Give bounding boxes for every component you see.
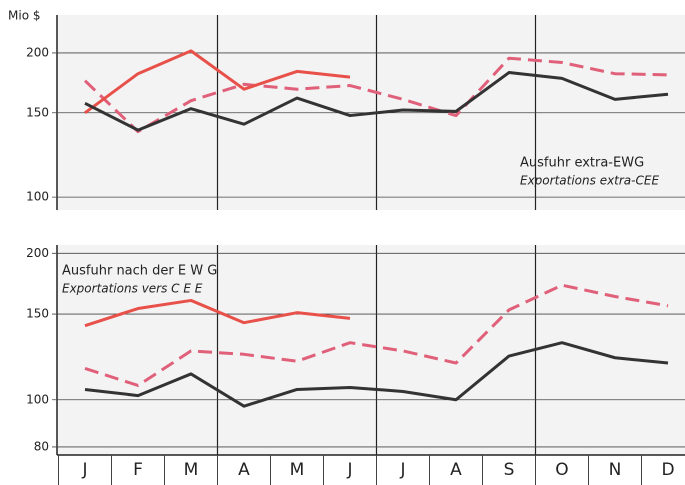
annotation: Exportations vers C E E bbox=[62, 282, 203, 296]
bottom-plot-area bbox=[57, 245, 685, 455]
y-axis-label: Mio $ bbox=[8, 9, 40, 23]
x-tick-label: J bbox=[81, 460, 87, 480]
x-tick-label: M bbox=[184, 460, 199, 480]
series-line bbox=[84, 71, 669, 132]
x-tick-label: O bbox=[555, 460, 568, 480]
x-tick-label: N bbox=[609, 460, 622, 480]
series-line bbox=[84, 283, 669, 387]
y-tick-label: 200 bbox=[26, 45, 49, 59]
x-tick-label: J bbox=[346, 460, 352, 480]
y-tick-label: 100 bbox=[26, 392, 49, 406]
x-tick-label: J bbox=[399, 460, 405, 480]
x-tick-label: S bbox=[504, 460, 515, 480]
annotation: Exportations extra-CEE bbox=[520, 174, 659, 188]
x-tick-label: F bbox=[133, 460, 143, 480]
y-tick-label: 150 bbox=[26, 105, 49, 119]
x-tick-label: A bbox=[450, 460, 462, 480]
series-line bbox=[83, 56, 669, 134]
series-line bbox=[84, 298, 351, 328]
annotation: Ausfuhr nach der E W G bbox=[62, 264, 217, 279]
x-tick-label: A bbox=[238, 460, 250, 480]
y-tick-label: 200 bbox=[26, 246, 49, 260]
x-tick-label: D bbox=[661, 460, 674, 480]
annotation: Ausfuhr extra-EWG bbox=[520, 156, 644, 171]
y-tick-label: 100 bbox=[26, 190, 49, 204]
x-tick-label: M bbox=[290, 460, 305, 480]
y-tick-label: 80 bbox=[34, 439, 49, 453]
series-line bbox=[84, 341, 669, 408]
series-line bbox=[84, 49, 351, 114]
y-tick-label: 150 bbox=[26, 307, 49, 321]
